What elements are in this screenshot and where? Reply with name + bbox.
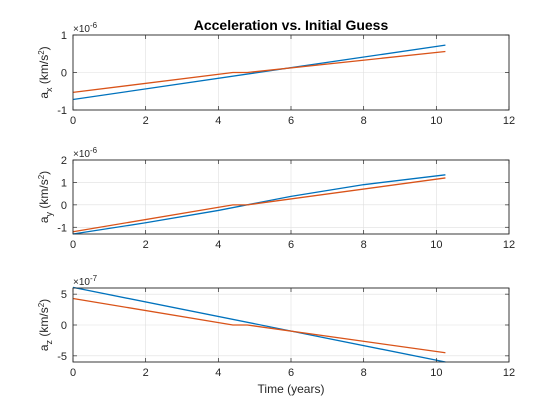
x-tick-label: 12 — [503, 239, 515, 251]
y-tick-label: 0 — [61, 320, 67, 332]
x-tick-label: 4 — [215, 115, 221, 127]
exponent-base: ×10 — [73, 24, 90, 35]
y-axis-label: ax (km/s2) — [37, 46, 54, 98]
exponent-power: -7 — [90, 274, 98, 283]
y-exponent-label: ×10-7 — [73, 274, 98, 288]
exponent-base: ×10 — [73, 277, 90, 288]
ylabel-main: a — [37, 344, 51, 351]
x-tick-label: 2 — [143, 239, 149, 251]
y-tick-label: 0 — [61, 68, 67, 80]
x-tick-label: 10 — [430, 239, 442, 251]
chart-title: Acceleration vs. Initial Guess — [194, 17, 389, 33]
exponent-base: ×10 — [73, 149, 90, 160]
y-axis-label: az (km/s2) — [37, 299, 54, 351]
ylabel-unit: (km/s — [37, 179, 51, 212]
ylabel-subscript: x — [44, 87, 54, 92]
ylabel-unit: (km/s — [37, 55, 51, 88]
x-tick-label: 8 — [361, 115, 367, 127]
y-tick-label: -1 — [57, 222, 67, 234]
subplot-1: 0 2 4 6 8 10 12-101×10-6ax (km/s2)Acceleration… — [37, 17, 515, 127]
ylabel-main: a — [37, 92, 51, 99]
ylabel-close: ) — [37, 46, 51, 50]
ylabel-subscript: z — [44, 339, 54, 344]
y-exponent-label: ×10-6 — [73, 21, 98, 35]
ylabel-subscript: y — [44, 211, 54, 216]
ylabel-main: a — [37, 216, 51, 223]
y-exponent-label: ×10-6 — [73, 146, 98, 160]
series-line-1 — [72, 286, 446, 363]
exponent-power: -6 — [90, 21, 98, 30]
x-tick-label: 12 — [503, 367, 515, 379]
x-tick-label: 8 — [361, 239, 367, 251]
x-tick-label: 8 — [361, 367, 367, 379]
x-tick-label: 6 — [288, 115, 294, 127]
x-tick-label: 10 — [430, 115, 442, 127]
y-tick-label: 5 — [61, 289, 67, 301]
x-tick-label: 2 — [143, 115, 149, 127]
ylabel-close: ) — [37, 299, 51, 303]
x-tick-label: 6 — [288, 367, 294, 379]
x-tick-label: 12 — [503, 115, 515, 127]
series-line-1 — [72, 44, 446, 101]
x-tick-label: 2 — [143, 367, 149, 379]
subplot-3: 0 2 4 6 8 10 12-505×10-7az (km/s2)Time (years) — [37, 274, 515, 396]
ylabel-unit: (km/s — [37, 307, 51, 340]
y-tick-label: 2 — [61, 155, 67, 167]
y-tick-label: 0 — [61, 200, 67, 212]
y-axis-label: ay (km/s2) — [37, 171, 54, 223]
exponent-power: -6 — [90, 146, 98, 155]
x-tick-label: 0 — [70, 367, 76, 379]
x-tick-label: 0 — [70, 239, 76, 251]
x-tick-label: 0 — [70, 115, 76, 127]
ylabel-superscript: 2 — [37, 302, 46, 307]
y-tick-label: 1 — [61, 177, 67, 189]
y-tick-label: -1 — [57, 105, 67, 117]
ylabel-close: ) — [37, 171, 51, 175]
ylabel-superscript: 2 — [37, 50, 46, 55]
y-tick-label: -5 — [57, 351, 67, 363]
y-tick-label: 1 — [61, 30, 67, 42]
series-line-2 — [72, 50, 446, 94]
series-line-2 — [72, 177, 446, 233]
x-tick-label: 4 — [215, 367, 221, 379]
x-tick-label: 6 — [288, 239, 294, 251]
ylabel-superscript: 2 — [37, 174, 46, 179]
x-tick-label: 4 — [215, 239, 221, 251]
x-tick-label: 10 — [430, 367, 442, 379]
series-line-2 — [72, 297, 446, 354]
x-axis-label: Time (years) — [258, 382, 325, 396]
